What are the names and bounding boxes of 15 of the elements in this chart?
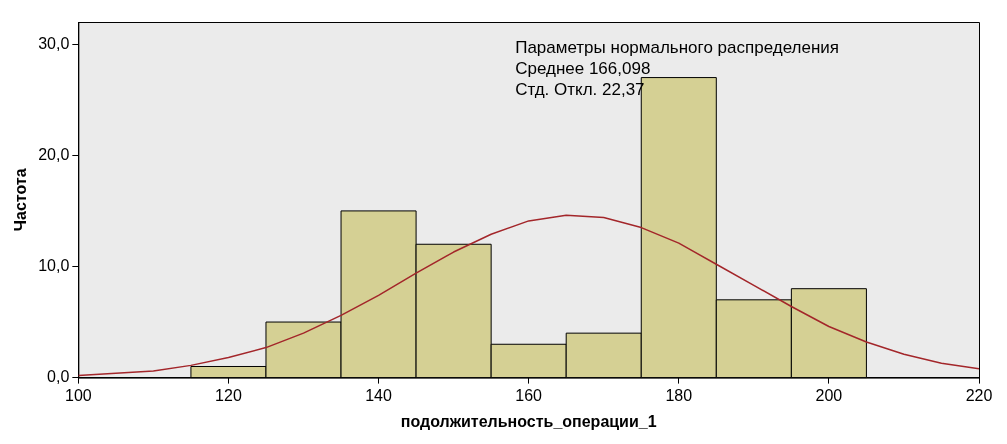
y-tick-label: 30,0 — [38, 34, 70, 52]
y-tick-label: 0,0 — [47, 368, 70, 386]
x-tick-label: 200 — [815, 386, 843, 404]
annotation: Параметры нормального распределения — [515, 38, 839, 58]
x-tick-label: 120 — [215, 386, 242, 404]
x-tick-label: 220 — [965, 386, 993, 404]
annotation: Среднее 166,098 — [515, 59, 651, 79]
x-axis-title: подолжительность_операции_1 — [400, 412, 657, 430]
y-tick-label: 10,0 — [38, 256, 70, 274]
x-tick-label: 100 — [64, 386, 92, 404]
x-tick-label: 160 — [515, 386, 543, 404]
y-tick-label: 20,0 — [38, 145, 70, 163]
x-tick-label: 180 — [665, 386, 693, 404]
x-tick-label: 140 — [365, 386, 393, 404]
y-axis-title: Частота — [12, 168, 30, 232]
